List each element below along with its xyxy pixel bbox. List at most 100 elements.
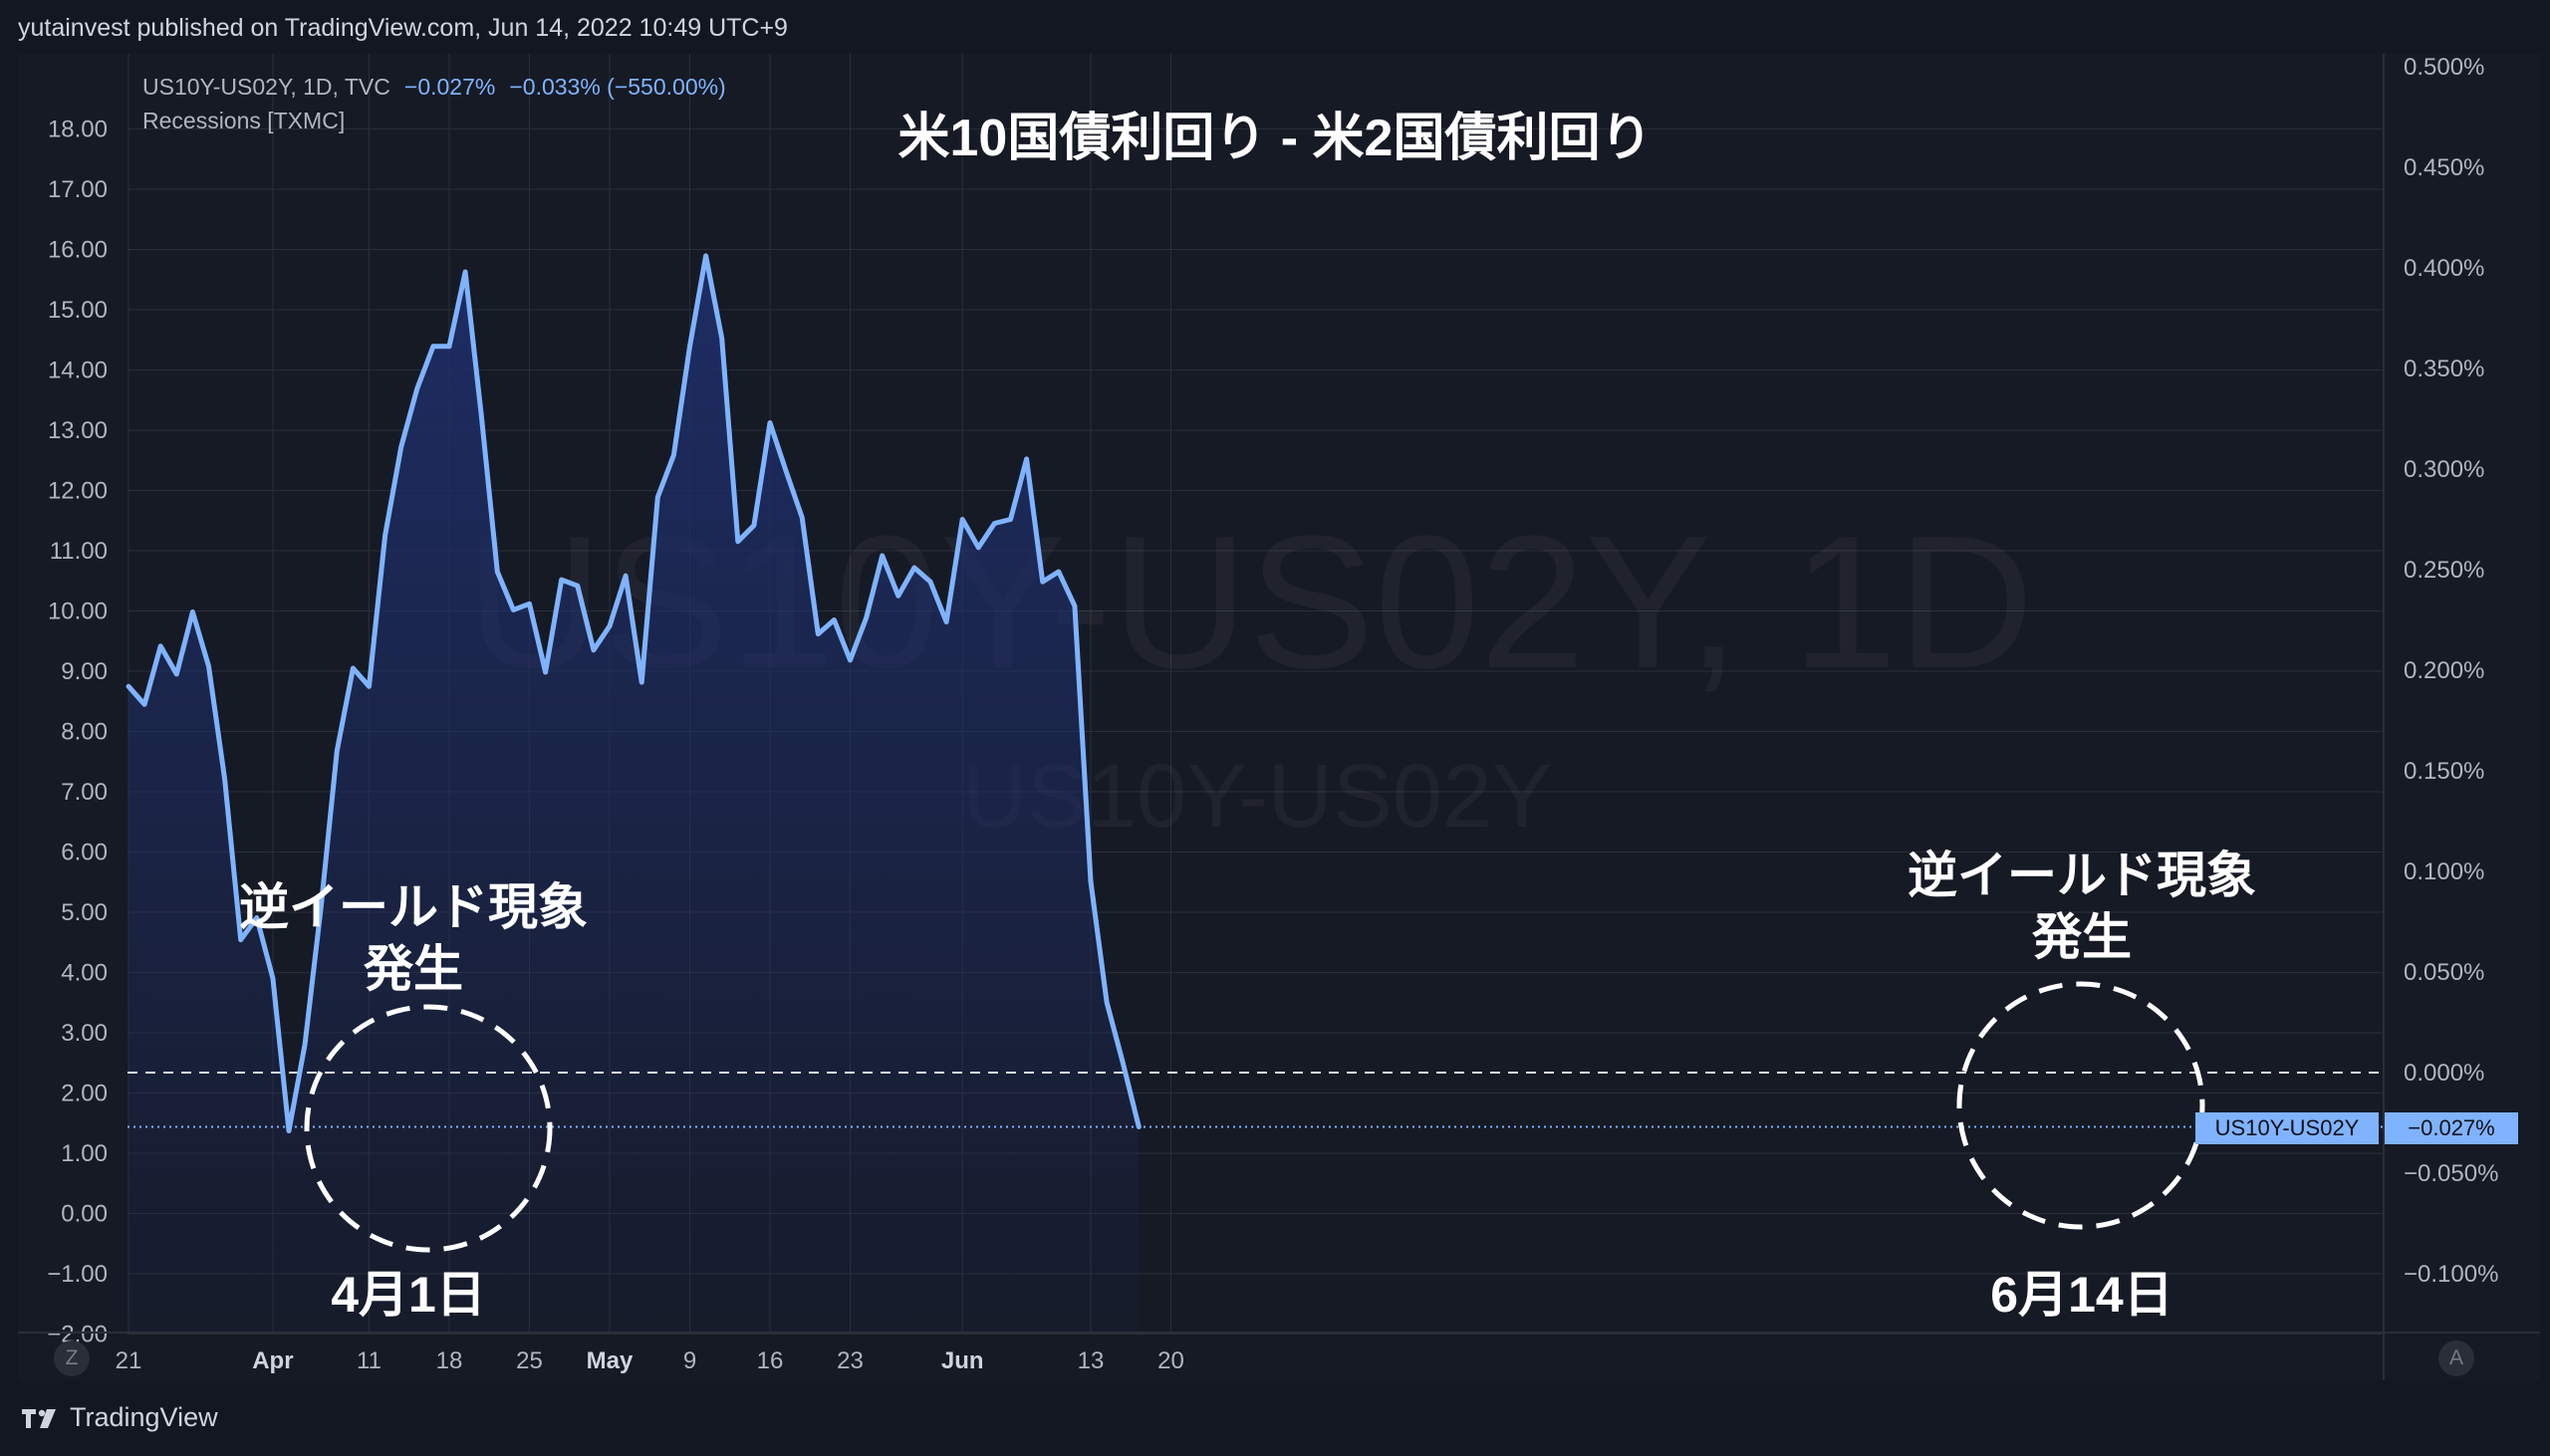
data-point: [399, 445, 403, 449]
data-point: [174, 672, 178, 676]
right-annotation-line1: 逆イールド現象: [1908, 848, 2256, 903]
data-point: [239, 938, 243, 942]
footer-brand: TradingView: [70, 1402, 218, 1432]
data-point: [800, 516, 804, 519]
x-axis-tick-label: 23: [837, 1347, 864, 1374]
left-axis-tick-label: 5.00: [61, 899, 108, 926]
left-axis-tick-label: 8.00: [61, 719, 108, 746]
data-point: [928, 580, 932, 584]
data-point: [223, 777, 227, 781]
x-axis-tick-label: 9: [683, 1347, 696, 1374]
data-point: [704, 254, 708, 258]
x-axis-tick-label: 18: [436, 1347, 463, 1374]
data-point: [816, 632, 820, 636]
right-date-label: 6月14日: [1990, 1267, 2173, 1323]
data-point: [832, 618, 836, 621]
data-point: [1137, 1125, 1141, 1128]
legend-indicator[interactable]: Recessions [TXMC]: [142, 108, 346, 133]
data-point: [142, 702, 146, 706]
left-axis-tick-label: 14.00: [48, 358, 108, 384]
data-point: [865, 616, 869, 619]
left-axis-tick-label: 13.00: [48, 417, 108, 444]
left-axis-tick-label: −1.00: [47, 1261, 108, 1288]
data-point: [207, 664, 210, 668]
right-axis-tick-label: 0.200%: [2404, 657, 2484, 684]
chart-legend: US10Y-US02Y, 1D, TVC −0.027% −0.033% (−5…: [142, 70, 726, 137]
left-axis-tick-label: 3.00: [61, 1020, 108, 1047]
legend-change: −0.033% (−550.00%): [509, 74, 726, 100]
right-annotation-line2: 発生: [2032, 909, 2132, 965]
x-axis-tick-label: May: [587, 1347, 634, 1374]
data-point: [1041, 580, 1045, 584]
data-point: [736, 540, 740, 544]
data-point: [560, 578, 564, 582]
left-axis-tick-label: 17.00: [48, 176, 108, 203]
data-point: [335, 749, 339, 753]
data-point: [1057, 570, 1061, 574]
auto-scale-button[interactable]: A: [2438, 1340, 2474, 1376]
tradingview-logo-icon: [22, 1408, 56, 1428]
data-point: [127, 684, 130, 688]
right-axis: 0.500% 0.450% 0.400% 0.350% 0.300% 0.250% 0.20…: [2383, 54, 2498, 1380]
data-point: [383, 534, 387, 538]
timezone-button[interactable]: Z: [54, 1340, 90, 1376]
data-point: [960, 518, 964, 521]
right-axis-tick-label: 0.500%: [2404, 54, 2484, 81]
data-point: [368, 684, 371, 688]
data-point: [431, 345, 435, 349]
left-annotation: 逆イールド現象 発生: [214, 876, 613, 1000]
legend-symbol[interactable]: US10Y-US02Y, 1D, TVC: [142, 74, 390, 100]
data-point: [608, 624, 612, 628]
right-axis-tick-label: 0.000%: [2404, 1060, 2484, 1087]
right-axis-tick-label: 0.100%: [2404, 858, 2484, 885]
right-axis-tick-label: 0.150%: [2404, 758, 2484, 785]
x-axis-tick-label: Jun: [941, 1347, 984, 1374]
data-point: [351, 666, 355, 670]
data-point: [447, 345, 451, 349]
data-point: [639, 680, 643, 684]
x-axis-tick-label: 16: [757, 1347, 784, 1374]
right-axis-tick-label: 0.450%: [2404, 154, 2484, 181]
data-point: [912, 566, 916, 570]
left-axis-tick-label: 18.00: [48, 117, 108, 143]
right-axis-tick-label: 0.250%: [2404, 557, 2484, 584]
x-axis-tick-label: 25: [516, 1347, 543, 1374]
data-point: [1073, 604, 1077, 607]
data-point: [849, 658, 852, 662]
data-point: [624, 574, 628, 578]
right-axis-tick-label: 0.400%: [2404, 255, 2484, 282]
left-annotation-line2: 発生: [364, 941, 463, 997]
x-axis-tick-label: 11: [357, 1347, 382, 1374]
data-point: [976, 546, 980, 550]
left-axis-tick-label: 6.00: [61, 840, 108, 866]
data-point: [255, 916, 259, 919]
data-point: [784, 469, 788, 473]
x-axis-tick-label: 13: [1078, 1347, 1105, 1374]
left-axis-tick-label: 0.00: [61, 1201, 108, 1228]
left-annotation-line1: 逆イールド現象: [239, 879, 588, 935]
data-point: [319, 905, 323, 909]
tradingview-logo[interactable]: TradingView: [20, 1402, 218, 1433]
x-axis-tick-label: 21: [116, 1347, 142, 1374]
data-point: [655, 495, 659, 499]
left-axis-tick-label: 7.00: [61, 779, 108, 806]
right-axis-tick-label: −0.100%: [2404, 1261, 2498, 1288]
data-point: [576, 584, 580, 588]
data-point: [671, 453, 675, 457]
data-point: [752, 524, 756, 528]
footer-bar: [0, 1384, 2550, 1456]
left-highlight-circle: [304, 1004, 553, 1253]
data-point: [1105, 1000, 1109, 1004]
x-axis-tick-label: Apr: [252, 1347, 293, 1374]
data-point: [544, 670, 548, 674]
series-points: [127, 254, 1141, 1133]
left-axis-tick-label: 4.00: [61, 960, 108, 987]
left-axis-tick-label: 15.00: [48, 297, 108, 324]
data-point: [303, 1043, 307, 1047]
published-header: yutainvest published on TradingView.com,…: [18, 14, 788, 42]
data-point: [1025, 457, 1029, 461]
x-axis-tick-label: 20: [1157, 1347, 1184, 1374]
data-point: [992, 522, 996, 525]
left-axis-tick-label: 10.00: [48, 599, 108, 625]
